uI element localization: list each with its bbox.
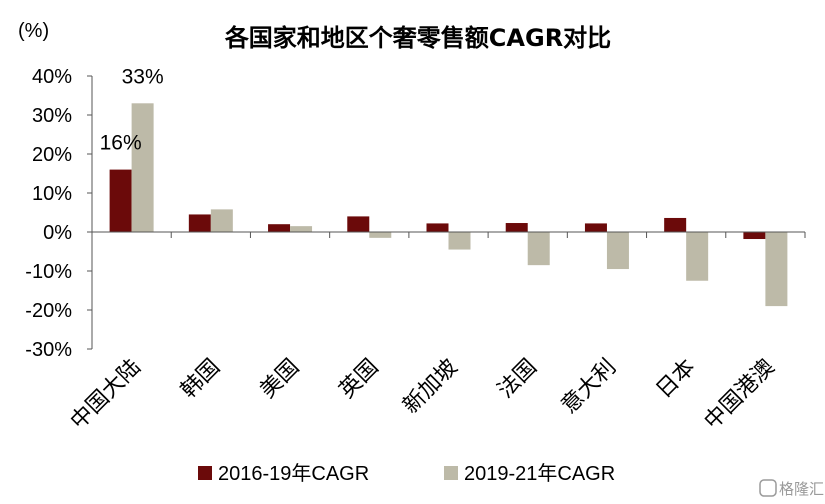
bar-2019-21-7: [686, 232, 709, 281]
bar-2016-19-4: [426, 223, 449, 232]
legend-swatch: [444, 466, 458, 480]
bar-2019-21-3: [369, 232, 392, 238]
x-category-label: 新加坡: [398, 355, 462, 419]
bar-2016-19-3: [347, 216, 370, 232]
bar-2016-19-8: [743, 232, 766, 240]
bar-2016-19-2: [268, 224, 291, 232]
bar-2016-19-7: [664, 217, 687, 232]
watermark-text: 格隆汇: [779, 481, 824, 498]
y-tick-label: 30%: [32, 105, 72, 127]
legend-label: 2019-21年CAGR: [464, 462, 615, 485]
legend-label: 2016-19年CAGR: [218, 462, 369, 485]
y-tick-label: 20%: [32, 144, 72, 166]
bar-2016-19-6: [584, 223, 607, 232]
x-category-label: 日本: [652, 355, 701, 404]
watermark-logo-icon: [759, 479, 777, 497]
bars-area: [109, 103, 788, 307]
data-labels: 16% 33%: [100, 65, 164, 154]
y-tick-label: 10%: [32, 183, 72, 205]
bar-2016-19-5: [505, 223, 528, 232]
y-tick-label: 40%: [32, 66, 72, 88]
x-category-label: 韩国: [176, 355, 225, 404]
y-unit-label: (%): [18, 20, 49, 42]
bar-2019-21-0: [131, 103, 154, 232]
bar-2016-19-0: [109, 169, 132, 232]
y-tick-label: -30%: [25, 339, 72, 361]
legend: 2016-19年CAGR 2019-21年CAGR: [198, 462, 615, 485]
y-tick-label: -20%: [25, 300, 72, 322]
x-category-label: 美国: [255, 355, 304, 404]
watermark: 格隆汇: [759, 479, 824, 498]
axes: [87, 75, 806, 350]
x-category-label: 法国: [493, 355, 542, 404]
x-category-label: 意大利: [557, 355, 621, 419]
bar-2016-19-1: [188, 214, 211, 232]
x-category-label: 中国港澳: [700, 355, 780, 435]
x-category-label: 英国: [335, 355, 384, 404]
data-label: 16%: [100, 132, 142, 155]
bar-2019-21-5: [527, 232, 550, 266]
data-label: 33%: [122, 65, 164, 88]
y-tick-label: 0%: [43, 222, 72, 244]
y-axis-ticks: 40% 30% 20% 10% 0% -10% -20% -30%: [25, 66, 72, 361]
bar-2019-21-6: [606, 232, 629, 270]
bar-2019-21-8: [765, 232, 788, 307]
legend-swatch: [198, 466, 212, 480]
chart-title: 各国家和地区个奢零售额CAGR对比: [224, 24, 611, 52]
y-tick-label: -10%: [25, 261, 72, 283]
x-category-label: 中国大陆: [66, 355, 146, 435]
bar-2019-21-2: [290, 226, 313, 232]
bar-2019-21-1: [210, 209, 233, 232]
x-axis-categories: 中国大陆 韩国 美国 英国 新加坡 法国 意大利 日本 中国港澳: [66, 355, 780, 435]
bar-2019-21-4: [448, 232, 471, 250]
